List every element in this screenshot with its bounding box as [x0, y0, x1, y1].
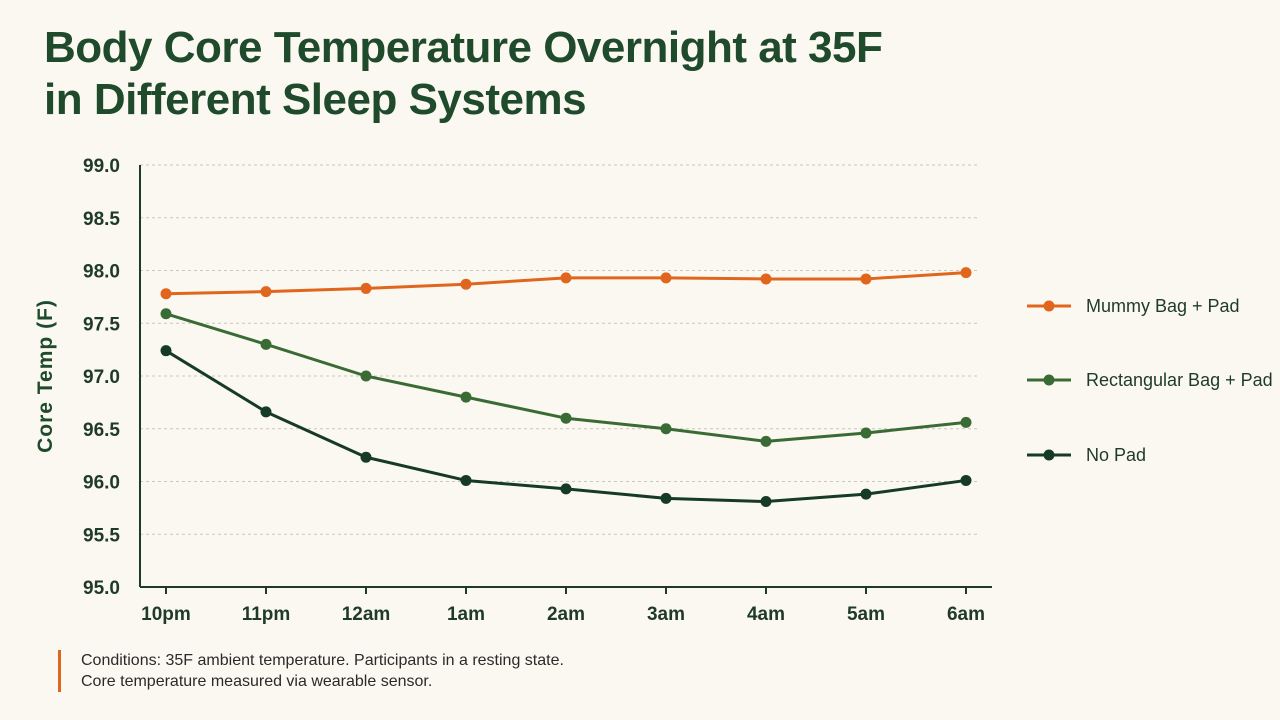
series-line	[165, 349, 967, 504]
data-point	[160, 308, 172, 320]
data-point	[560, 412, 572, 424]
legend-item: Rectangular Bag + Pad	[1027, 370, 1273, 390]
chart-title: Body Core Temperature Overnight at 35F i…	[44, 22, 1144, 126]
data-point	[560, 483, 572, 495]
x-tick-label: 6am	[947, 604, 985, 625]
data-point	[160, 288, 172, 300]
legend-label: Rectangular Bag + Pad	[1086, 370, 1273, 390]
data-point	[260, 286, 272, 298]
y-tick-label: 95.5	[83, 525, 120, 546]
x-tick-label: 10pm	[141, 604, 191, 625]
data-point	[760, 496, 772, 508]
y-tick-label: 96.5	[83, 420, 120, 441]
data-point	[860, 273, 872, 285]
x-axis-ticks: 10pm 11pm 12am 1am 2am 3am 4am 5am 6am	[141, 587, 985, 625]
data-point	[860, 427, 872, 439]
note-line-1: Conditions: 35F ambient temperature. Par…	[81, 652, 564, 669]
x-tick-label: 11pm	[242, 604, 291, 625]
data-point	[460, 474, 472, 486]
data-point	[760, 273, 772, 285]
note-line-2: Core temperature measured via wearable s…	[81, 673, 433, 690]
series-0	[160, 267, 972, 300]
data-point	[460, 391, 472, 403]
y-tick-label: 97.5	[83, 314, 120, 335]
data-point	[660, 272, 672, 284]
conditions-note: Conditions: 35F ambient temperature. Par…	[58, 650, 564, 692]
y-axis-label: Core Temp (F)	[34, 299, 57, 453]
data-point	[360, 282, 372, 294]
x-tick-label: 12am	[342, 604, 391, 625]
series-1	[160, 308, 972, 447]
chart-title-line-1: Body Core Temperature Overnight at 35F	[44, 23, 883, 72]
grid-lines	[140, 164, 980, 535]
data-point	[460, 278, 472, 290]
data-point	[760, 435, 772, 447]
y-tick-label: 99.0	[83, 156, 120, 177]
legend-swatch-marker	[1043, 449, 1055, 461]
y-tick-label: 98.0	[83, 262, 120, 283]
y-tick-label: 95.0	[83, 578, 120, 599]
legend-item: Mummy Bag + Pad	[1027, 296, 1240, 316]
legend-label: No Pad	[1086, 445, 1146, 465]
data-point	[660, 492, 672, 504]
series-2	[160, 345, 972, 508]
legend-item: No Pad	[1027, 445, 1146, 465]
legend-label: Mummy Bag + Pad	[1086, 296, 1240, 316]
data-point	[160, 345, 172, 357]
x-tick-label: 5am	[847, 604, 885, 625]
data-point	[960, 416, 972, 428]
data-point	[960, 474, 972, 486]
legend: Mummy Bag + Pad Rectangular Bag + Pad No P…	[1027, 296, 1273, 465]
y-tick-label: 98.5	[83, 209, 120, 230]
y-tick-label: 97.0	[83, 367, 120, 388]
y-axis-ticks: 95.0 95.5 96.0 96.5 97.0 97.5 98.0 98.5 99.0	[83, 156, 120, 599]
legend-swatch-marker	[1043, 300, 1055, 312]
data-point	[360, 370, 372, 382]
legend-swatch-marker	[1043, 374, 1055, 386]
x-tick-label: 3am	[647, 604, 685, 625]
data-point	[960, 267, 972, 279]
data-point	[660, 423, 672, 435]
data-point	[260, 406, 272, 418]
y-tick-label: 96.0	[83, 473, 120, 494]
data-point	[560, 272, 572, 284]
data-point	[860, 488, 872, 500]
x-tick-label: 4am	[747, 604, 785, 625]
chart-title-line-2: in Different Sleep Systems	[44, 75, 587, 124]
x-tick-label: 2am	[547, 604, 585, 625]
data-point	[360, 451, 372, 463]
x-tick-label: 1am	[447, 604, 485, 625]
data-point	[260, 338, 272, 350]
data-series	[160, 267, 972, 508]
